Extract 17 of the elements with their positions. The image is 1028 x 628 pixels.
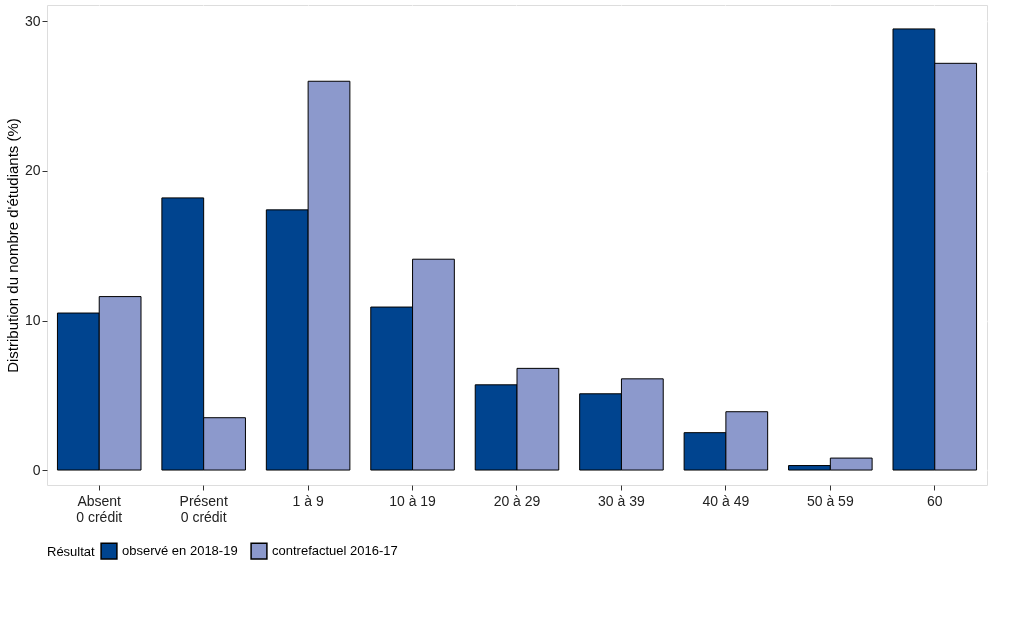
x-tick-label: 40 à 49 xyxy=(702,492,750,509)
legend-label: observé en 2018-19 xyxy=(122,543,238,559)
y-axis-title: Distribution du nombre d'étudiants (%) xyxy=(3,118,21,373)
x-tick-label: Absent 0 crédit xyxy=(76,492,123,525)
y-tick-label: 30 xyxy=(24,12,41,29)
x-tick-label: 10 à 19 xyxy=(389,492,437,509)
x-tick-label: 20 à 29 xyxy=(493,492,541,509)
y-tick-label: 20 xyxy=(24,162,41,179)
x-tick-label: 60 xyxy=(926,492,943,509)
y-tick-label: 10 xyxy=(24,312,41,329)
x-tick-label: 50 à 59 xyxy=(806,492,854,509)
x-tick-label: 30 à 39 xyxy=(598,492,646,509)
legend-label: contrefactuel 2016-17 xyxy=(272,543,398,559)
x-tick-label: Présent 0 crédit xyxy=(179,492,228,525)
legend-title: Résultat xyxy=(47,544,96,559)
y-tick-label: 0 xyxy=(32,461,41,478)
x-tick-label: 1 à 9 xyxy=(292,492,324,509)
